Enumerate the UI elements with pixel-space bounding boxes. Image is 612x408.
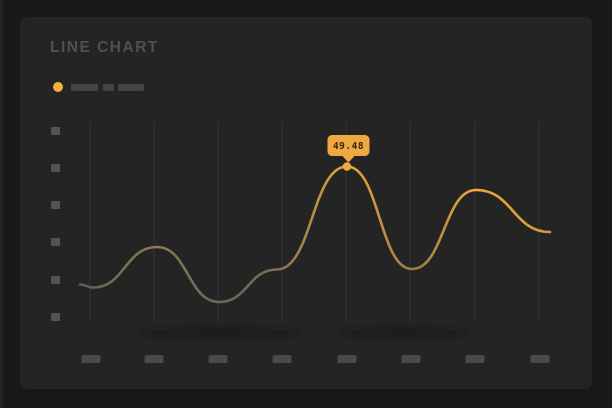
peak-marker-dot[interactable] (342, 162, 352, 171)
tooltip-bubble (327, 135, 370, 156)
chart-title: LINE CHART (50, 39, 159, 56)
tooltip-pointer-icon (342, 155, 355, 163)
tooltip-value: 49.48 (333, 141, 364, 152)
legend-text-placeholder-bar (71, 84, 98, 91)
y-axis-tick-placeholder (51, 201, 60, 209)
x-axis-tick-placeholder (272, 355, 292, 363)
legend-text-placeholder-bar (118, 84, 144, 91)
curve-shadow (142, 328, 298, 338)
x-axis-tick-placeholder (530, 355, 550, 363)
x-axis-tick-placeholder (144, 355, 164, 363)
legend-text-placeholder-bar (103, 84, 114, 91)
x-axis-tick-placeholder (401, 355, 421, 363)
y-axis-tick-placeholder (51, 276, 60, 284)
y-axis-tick-placeholder (51, 127, 60, 135)
x-axis-tick-placeholder (81, 355, 101, 363)
page-edge-strip (0, 0, 3, 408)
y-axis-tick-placeholder (51, 313, 60, 321)
curve-shadow (342, 328, 466, 338)
y-axis-tick-placeholder (51, 164, 60, 172)
x-axis-tick-placeholder (337, 355, 357, 363)
series-line (78, 165, 552, 304)
chart-panel (20, 17, 592, 389)
y-axis-tick-placeholder (51, 238, 60, 246)
x-axis-tick-placeholder (465, 355, 485, 363)
x-axis-tick-placeholder (208, 355, 228, 363)
tooltip: 49.48 (327, 135, 370, 163)
legend-series-dot-icon (53, 82, 63, 92)
legend-item[interactable] (53, 82, 144, 92)
